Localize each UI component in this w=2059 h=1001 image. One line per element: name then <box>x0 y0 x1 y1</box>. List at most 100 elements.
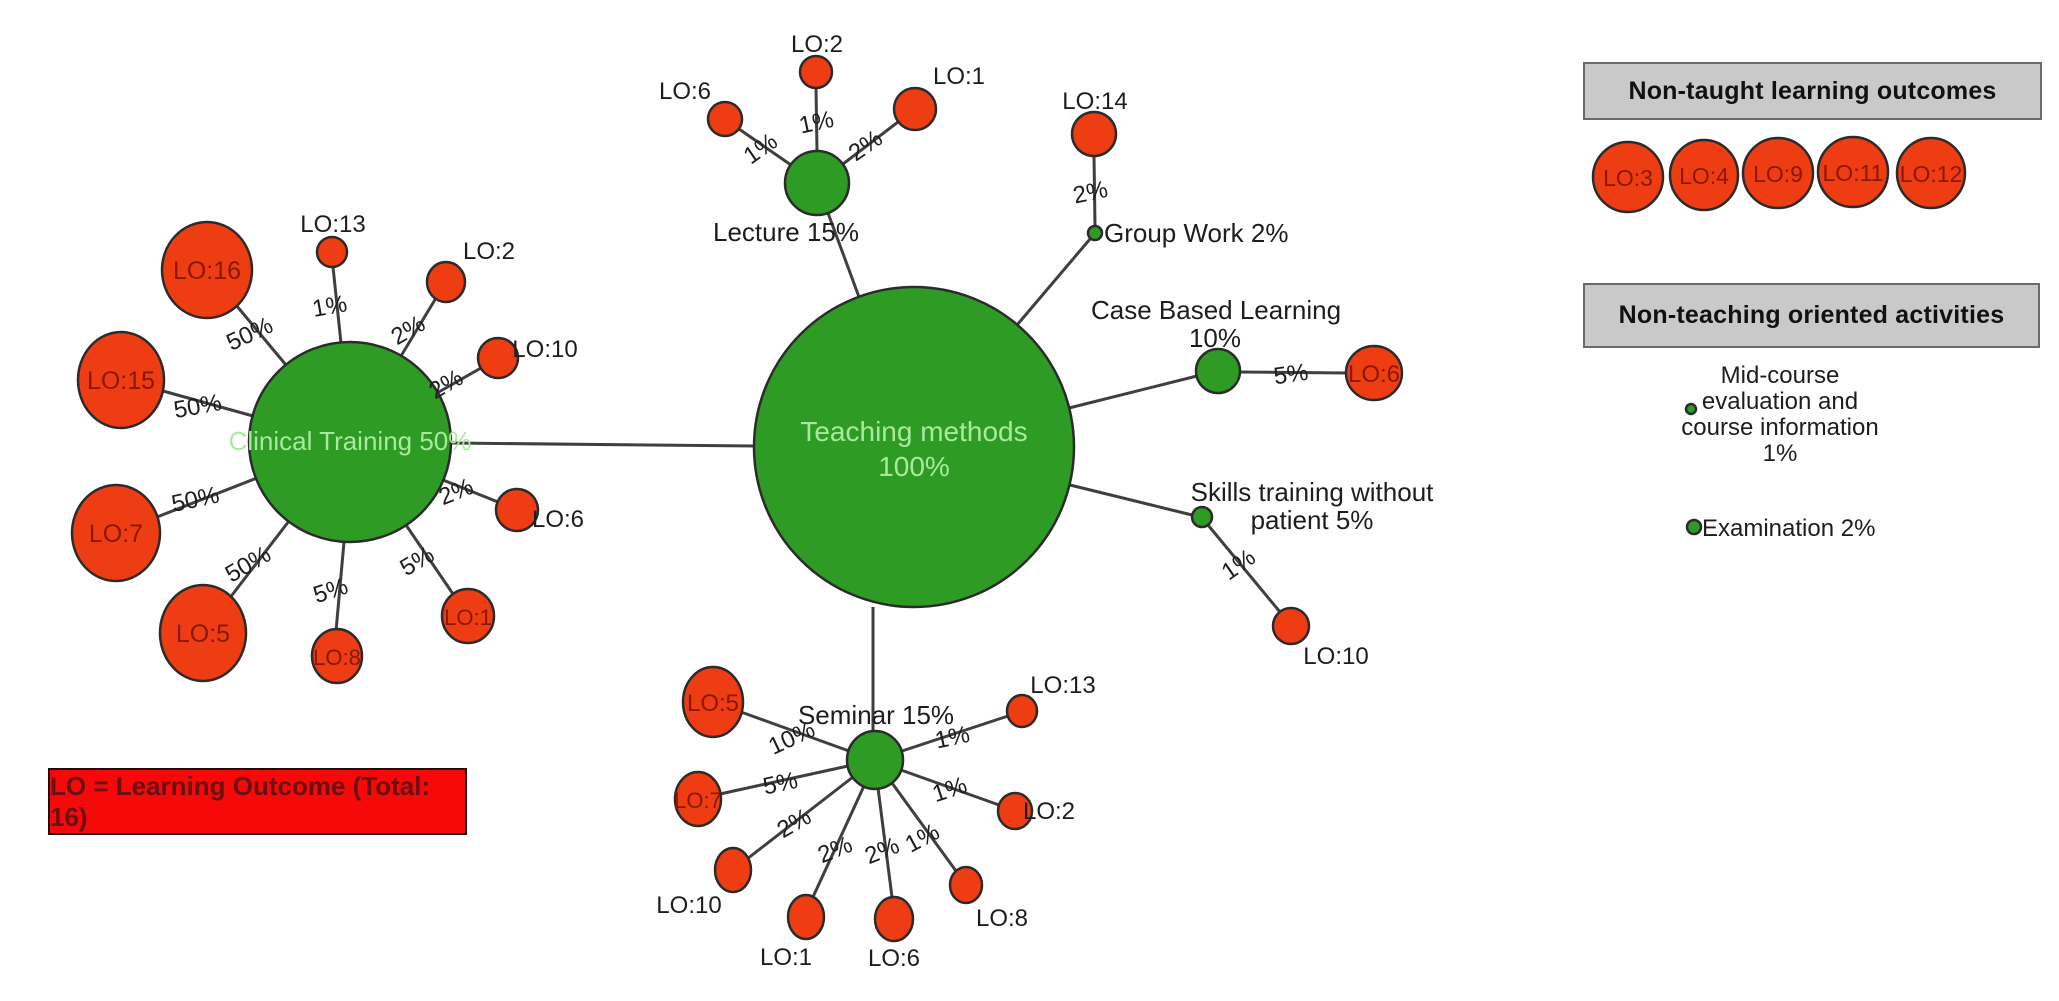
lo-legend-text: LO = Learning Outcome (Total: 16) <box>50 770 431 832</box>
edge-label-seminar-lo2: 1% <box>929 772 970 808</box>
node-clinical-lo5 <box>158 583 248 683</box>
edge-clinical-lo6 <box>442 478 499 504</box>
edge-clinical-lo15 <box>162 389 254 418</box>
node-skills-lo10 <box>1271 606 1311 646</box>
node-case-based-learning <box>1194 347 1242 395</box>
edge-clinical-lo16 <box>234 304 288 366</box>
skills-label-1: Skills training without <box>1191 477 1435 507</box>
edge-clinical-lo7 <box>156 476 258 519</box>
lo-legend-box: LO = Learning Outcome (Total: 16) <box>48 768 467 835</box>
lecture-lo2-label: LO:2 <box>791 31 843 58</box>
edge-label-seminar-lo1: 2% <box>814 831 856 869</box>
node-nontaught-lo3 <box>1591 140 1665 214</box>
clinical-lo10-label: LO:10 <box>512 336 577 363</box>
lecture-lo1-label: LO:1 <box>933 63 985 90</box>
seminar-lo10-label: LO:10 <box>656 892 721 919</box>
clinical-lo15-label: LO:15 <box>87 367 155 395</box>
edge-seminar-lo1 <box>811 785 866 898</box>
node-nontaught-lo11 <box>1816 135 1890 209</box>
clinical-lo16-label: LO:16 <box>173 257 241 285</box>
edges-layer <box>156 87 1347 898</box>
teaching-methods-label-1: Teaching methods <box>800 416 1027 447</box>
clinical-lo5-label: LO:5 <box>176 620 230 648</box>
node-seminar-lo10 <box>713 846 753 894</box>
seminar-lo7-label: LO:7 <box>674 788 722 813</box>
nontaught-lo4-label: LO:4 <box>1679 163 1729 189</box>
edge-label-seminar-lo8: 1% <box>901 818 944 858</box>
nontaught-lo12-label: LO:12 <box>1900 161 1963 187</box>
seminar-lo8-label: LO:8 <box>976 905 1028 932</box>
edge-lecture-teaching <box>826 212 861 298</box>
non-teaching-activities-title: Non-teaching oriented activities <box>1618 301 2005 329</box>
clinical-lo1-label: LO:1 <box>444 605 492 630</box>
edge-clinical-teaching <box>450 441 756 448</box>
edge-seminar-lo13 <box>901 714 1009 753</box>
node-lecture-lo1 <box>892 86 938 132</box>
edge-label-clinical-lo13: 1% <box>310 290 349 323</box>
skills-lo10-label: LO:10 <box>1303 643 1368 670</box>
edge-casebased-teaching <box>1068 374 1198 410</box>
node-lecture <box>783 149 851 217</box>
edge-label-clinical-lo1: 5% <box>395 541 439 582</box>
nontaught-lo11-label: LO:11 <box>1823 160 1884 186</box>
node-seminar-lo13 <box>1005 693 1039 729</box>
edge-groupwork-teaching <box>1015 238 1092 326</box>
edge-label-clinical-lo7: 50% <box>169 481 222 517</box>
non-taught-outcomes-header: Non-taught learning outcomes <box>1583 62 2042 120</box>
lecture-lo6-label: LO:6 <box>659 78 711 105</box>
lecture-label: Lecture 15% <box>713 217 859 247</box>
edge-label-casebased-lo6: 5% <box>1272 359 1310 391</box>
seminar-lo5-label: LO:5 <box>687 690 739 717</box>
clinical-lo6-label: LO:6 <box>532 506 584 533</box>
seminar-lo13-label: LO:13 <box>1030 672 1095 699</box>
edge-seminar-lo10 <box>746 775 854 861</box>
edge-label-clinical-lo8: 5% <box>310 573 351 609</box>
node-clinical-lo2 <box>425 260 467 304</box>
edge-label-groupwork-lo14: 2% <box>1071 176 1111 210</box>
node-nontaught-lo12 <box>1895 136 1967 210</box>
edge-label-seminar-lo6: 2% <box>861 832 903 870</box>
node-clinical-lo13 <box>315 235 349 269</box>
edge-label-lecture-lo1: 2% <box>844 125 888 167</box>
edge-skills-lo10 <box>1206 524 1282 613</box>
midcourse-label-2: evaluation and <box>1702 388 1858 415</box>
edge-label-seminar-lo7: 5% <box>761 767 801 801</box>
seminar-lo1-label: LO:1 <box>760 944 812 971</box>
casebased-label-1: Case Based Learning <box>1091 295 1341 325</box>
edge-skills-teaching <box>1069 483 1193 517</box>
edge-clinical-lo13 <box>331 266 343 344</box>
groupwork-lo14-label: LO:14 <box>1062 88 1127 115</box>
nodes-layer <box>70 54 1967 943</box>
node-lecture-lo6 <box>706 100 744 138</box>
edge-clinical-lo8 <box>334 541 346 632</box>
node-groupwork-lo14 <box>1070 110 1118 158</box>
node-seminar-lo7 <box>673 770 723 828</box>
edge-clinical-lo5 <box>227 520 291 600</box>
teaching-methods-label-2: 100% <box>878 451 950 482</box>
node-seminar-lo5 <box>681 665 745 739</box>
node-clinical-lo7 <box>70 483 162 583</box>
midcourse-label-3: course information <box>1681 414 1878 441</box>
edge-seminar-lo6 <box>876 787 894 898</box>
node-examination-dot <box>1685 518 1703 536</box>
edge-lecture-lo1 <box>842 120 899 166</box>
edge-seminar-lo2 <box>900 768 1000 807</box>
clinical-lo2-label: LO:2 <box>463 238 515 265</box>
node-seminar <box>845 729 905 791</box>
seminar-lo6-label: LO:6 <box>868 945 920 972</box>
midcourse-label-1: Mid-course <box>1721 362 1840 389</box>
node-casebased-lo6 <box>1344 344 1404 402</box>
examination-label: Examination 2% <box>1702 515 1875 542</box>
node-lecture-lo2 <box>798 54 834 90</box>
edge-lecture-lo6 <box>738 127 792 167</box>
edge-seminar-lo5 <box>740 710 850 753</box>
clinical-training-label: Clinical Training 50% <box>229 426 472 456</box>
node-clinical-lo8 <box>310 627 364 685</box>
edge-label-clinical-lo16: 50% <box>222 312 277 357</box>
node-clinical-lo1 <box>440 587 496 645</box>
nontaught-lo3-label: LO:3 <box>1603 165 1653 191</box>
node-nontaught-lo9 <box>1741 136 1815 210</box>
node-clinical-lo6 <box>494 487 540 533</box>
